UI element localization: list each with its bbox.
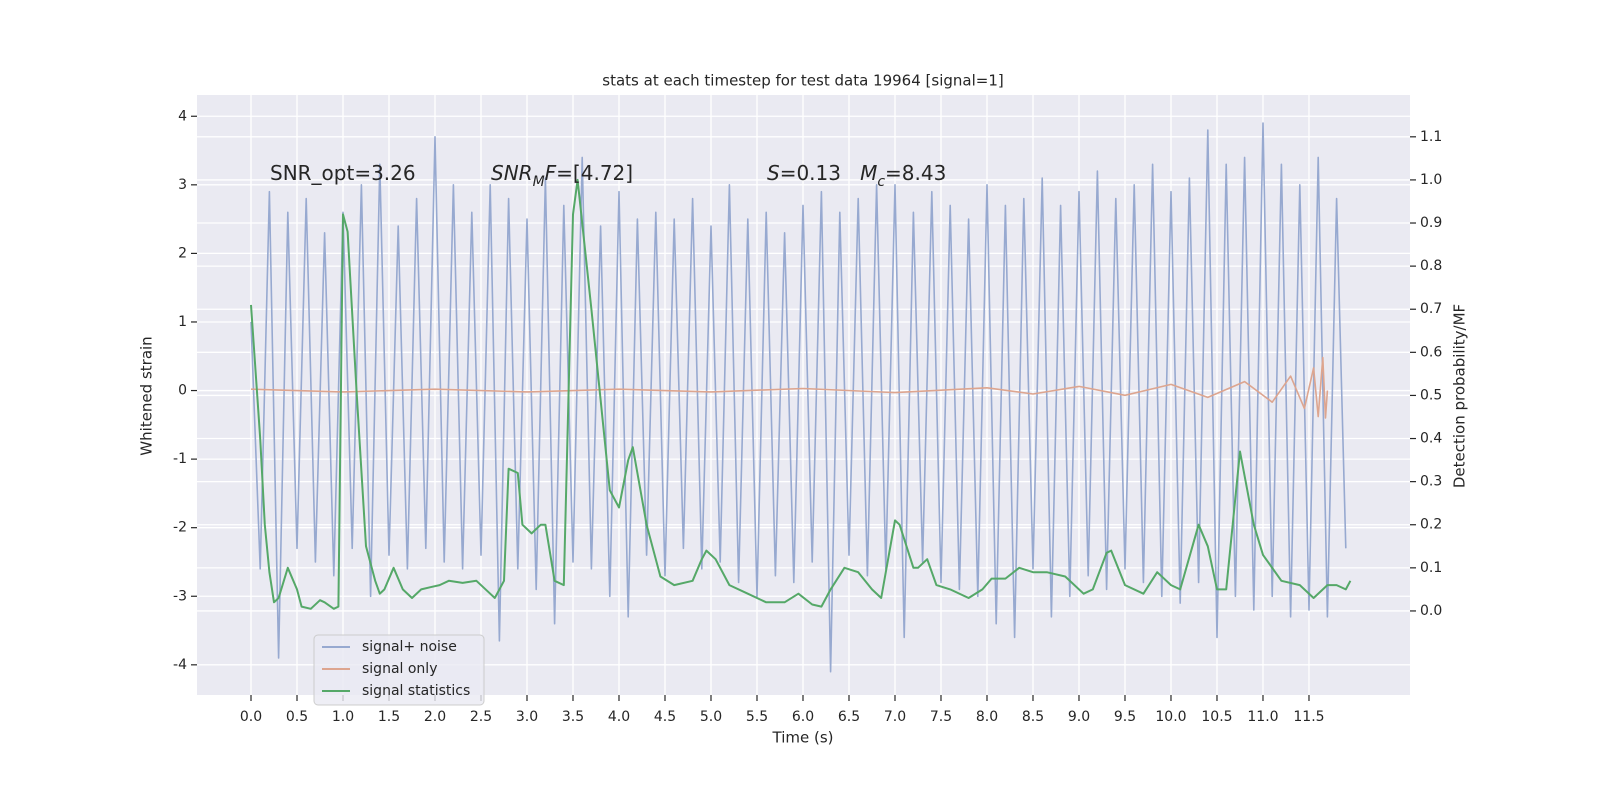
x-tick-label: 0.5 — [286, 709, 308, 725]
x-tick-label: 10.0 — [1155, 709, 1186, 725]
y2-tick-label: 0.9 — [1420, 215, 1442, 231]
x-tick-label: 9.0 — [1068, 709, 1090, 725]
annotation: SNR_opt=3.26 — [270, 161, 416, 185]
y2-tick-label: 0.8 — [1420, 258, 1442, 274]
y-tick-label: -1 — [173, 451, 187, 467]
x-tick-label: 2.5 — [470, 709, 492, 725]
y2-axis-label: Detection probability/MF — [1451, 304, 1469, 488]
y-tick-label: 1 — [178, 314, 187, 330]
y-tick-label: 0 — [178, 383, 187, 399]
legend: signal+ noise signal only signal statistic… — [313, 634, 485, 706]
grid: 0.0 0.5 1.0 1.5 2.0 2.5 3.0 3.5 4.0 4.5 5.0 5.5 6.0 6… — [173, 95, 1442, 725]
y-tick-label: 2 — [178, 245, 187, 261]
x-tick-label: 8.5 — [1022, 709, 1044, 725]
legend-label: signal statistics — [362, 683, 470, 699]
annotation-part: =[4.72] — [556, 161, 633, 185]
legend-box — [313, 634, 485, 706]
x-tick-label: 10.5 — [1201, 709, 1232, 725]
x-tick-label: 0.0 — [240, 709, 262, 725]
x-tick-label: 4.5 — [654, 709, 676, 725]
legend-label: signal only — [362, 661, 437, 677]
series-line — [250, 122, 1347, 673]
x-tick-label: 6.5 — [838, 709, 860, 725]
x-tick-label: 5.5 — [746, 709, 768, 725]
x-tick-label: 11.5 — [1293, 709, 1324, 725]
y2-tick-label: 0.4 — [1420, 431, 1442, 447]
y2-tick-label: 0.7 — [1420, 301, 1442, 317]
y2-tick-label: 0.1 — [1420, 560, 1442, 576]
y-tick-label: 3 — [178, 177, 187, 193]
annotation-part: SNR_opt=3.26 — [270, 161, 416, 185]
annotation-part: F — [545, 161, 557, 185]
x-tick-label: 3.5 — [562, 709, 584, 725]
annotation: S=0.13 Mc=8.43 — [767, 161, 946, 191]
y2-tick-label: 1.1 — [1420, 129, 1442, 145]
x-tick-label: 4.0 — [608, 709, 630, 725]
y2-tick-label: 0.5 — [1420, 387, 1442, 403]
x-tick-label: 7.0 — [884, 709, 906, 725]
annotation-part: =8.43 — [885, 161, 946, 185]
series-line — [250, 356, 1329, 419]
annotation-part: M — [860, 161, 877, 185]
x-tick-label: 9.5 — [1114, 709, 1136, 725]
x-tick-label: 8.0 — [976, 709, 998, 725]
annotations: SNR_opt=3.26 SNRMF=[4.72] S=0.13 Mc=8.43 — [270, 161, 946, 191]
x-tick-label: 1.5 — [378, 709, 400, 725]
x-tick-label: 6.0 — [792, 709, 814, 725]
x-axis-label: Time (s) — [772, 729, 834, 747]
series-line — [250, 178, 1352, 610]
annotation-part: SNR — [491, 161, 533, 185]
x-tick-label: 7.5 — [930, 709, 952, 725]
chart-title: stats at each timestep for test data 199… — [602, 72, 1003, 90]
y-axis-label: Whitened strain — [138, 336, 156, 455]
annotation-part: c — [877, 174, 885, 190]
x-tick-label: 11.0 — [1247, 709, 1278, 725]
y-tick-label: 4 — [178, 108, 187, 124]
y2-tick-label: 0.2 — [1420, 517, 1442, 533]
series-layer — [250, 122, 1352, 673]
x-tick-label: 1.0 — [332, 709, 354, 725]
y-tick-label: -2 — [173, 520, 187, 536]
x-tick-label: 3.0 — [516, 709, 538, 725]
y2-tick-label: 0.6 — [1420, 344, 1442, 360]
x-tick-label: 2.0 — [424, 709, 446, 725]
y-tick-label: -4 — [173, 657, 187, 673]
legend-label: signal+ noise — [362, 639, 457, 655]
y-tick-label: -3 — [173, 588, 187, 604]
annotation-part: =0.13 — [780, 161, 860, 185]
annotation: SNRMF=[4.72] — [491, 161, 633, 191]
x-tick-label: 5.0 — [700, 709, 722, 725]
y2-tick-label: 0.0 — [1420, 603, 1442, 619]
annotation-part: S — [767, 161, 780, 185]
y2-tick-label: 1.0 — [1420, 172, 1442, 188]
y2-tick-label: 0.3 — [1420, 474, 1442, 490]
annotation-part: M — [533, 174, 545, 190]
